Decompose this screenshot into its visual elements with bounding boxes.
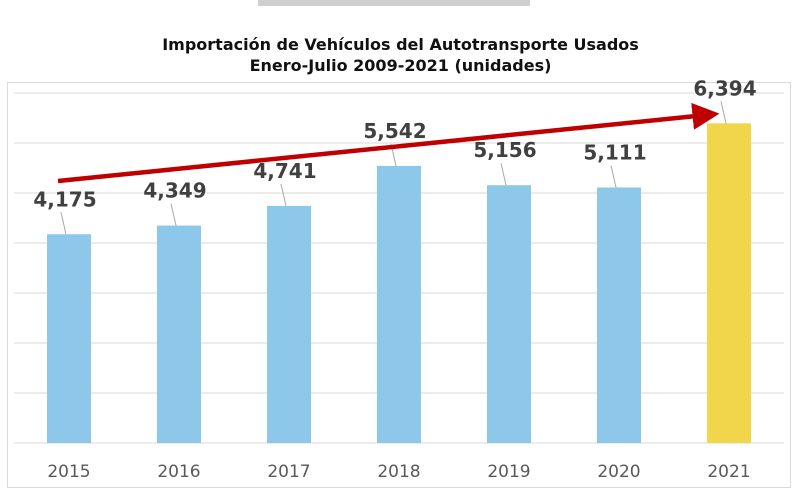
bar-2021: [707, 123, 751, 444]
x-tick-label: 2021: [707, 462, 750, 482]
x-tick-label: 2016: [157, 462, 200, 482]
top-decoration: [258, 0, 530, 6]
bar-2017: [267, 205, 311, 443]
x-tick-label: 2015: [47, 462, 90, 482]
leader-line: [610, 165, 617, 188]
data-label-2018: 5,542: [363, 119, 426, 143]
data-label-2021: 6,394: [693, 76, 756, 100]
chart-frame: [7, 82, 791, 488]
x-tick-label: 2019: [487, 462, 530, 482]
data-label-2019: 5,156: [473, 138, 536, 162]
x-tick-label: 2018: [377, 462, 420, 482]
bar-2018: [377, 165, 421, 443]
chart-title: Importación de Vehículos del Autotranspo…: [162, 35, 639, 54]
leader-line: [170, 203, 177, 226]
leader-line: [720, 101, 727, 124]
bar-2019: [487, 185, 531, 443]
chart-subtitle: Enero-Julio 2009-2021 (unidades): [249, 56, 552, 75]
leader-line: [280, 183, 287, 207]
bar-2016: [157, 225, 201, 443]
trend-arrow: [57, 102, 720, 184]
data-label-2015: 4,175: [33, 187, 96, 211]
x-tick-label: 2017: [267, 462, 310, 482]
bar-2015: [47, 234, 91, 443]
data-label-2016: 4,349: [143, 179, 206, 203]
bar-2020: [597, 187, 641, 443]
leader-line: [500, 163, 507, 186]
leader-line: [60, 212, 67, 235]
data-label-2020: 5,111: [583, 140, 646, 164]
x-tick-label: 2020: [597, 462, 640, 482]
data-label-2017: 4,741: [253, 159, 316, 183]
